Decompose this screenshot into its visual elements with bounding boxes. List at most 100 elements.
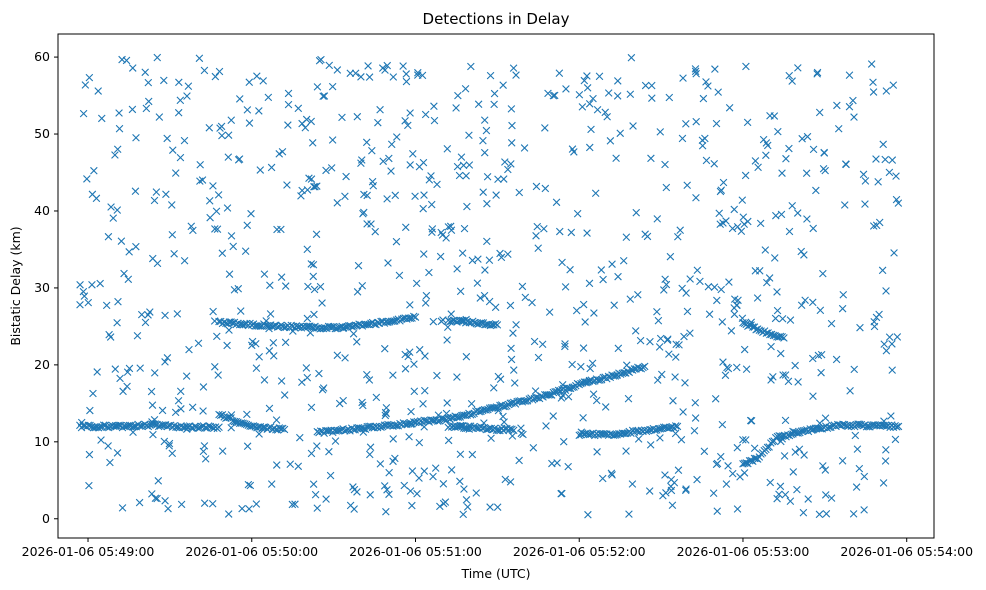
detection-point	[486, 71, 495, 80]
detection-point	[442, 234, 450, 242]
detection-point	[358, 281, 367, 290]
detection-point	[532, 182, 541, 191]
detection-point	[158, 421, 166, 429]
detection-point	[281, 338, 290, 347]
plot-points	[76, 53, 903, 519]
detection-point	[881, 155, 889, 164]
detection-point	[564, 462, 572, 471]
detection-point	[443, 336, 451, 344]
detection-point	[834, 124, 843, 133]
detection-point	[212, 207, 221, 216]
detection-point	[243, 410, 251, 419]
detection-point	[362, 320, 370, 329]
detection-point	[266, 281, 274, 290]
detection-point	[215, 423, 223, 431]
detection-point	[135, 498, 144, 507]
detection-point	[322, 495, 330, 503]
detection-point	[671, 422, 680, 430]
detection-point	[284, 100, 293, 109]
detection-point	[316, 282, 325, 291]
detection-point	[575, 90, 584, 99]
detection-point	[512, 320, 520, 329]
detection-point	[109, 214, 118, 222]
detection-point	[123, 368, 132, 376]
detection-point	[457, 153, 466, 161]
detection-point	[176, 96, 185, 105]
detection-point	[712, 119, 721, 128]
detection-point	[461, 424, 470, 433]
detection-point	[596, 376, 604, 384]
detection-point	[225, 270, 234, 278]
detection-point	[410, 387, 419, 396]
detection-point	[320, 92, 329, 100]
detection-point	[182, 372, 191, 380]
detection-point	[377, 423, 385, 432]
detection-point	[770, 112, 779, 120]
detection-point	[318, 299, 326, 307]
detection-point	[376, 105, 384, 114]
detection-point	[794, 378, 802, 386]
detection-point	[352, 338, 361, 346]
detection-point	[158, 406, 167, 415]
detection-point	[595, 72, 604, 81]
detection-point	[301, 123, 310, 132]
detection-point	[408, 467, 417, 475]
detection-point	[322, 166, 330, 175]
detection-point	[851, 431, 860, 440]
detection-point	[459, 510, 468, 519]
detection-point	[248, 337, 257, 346]
detection-point	[303, 186, 312, 194]
y-axis: 0 10 20 30 40 50 60	[34, 49, 58, 526]
detection-point	[436, 502, 444, 511]
detection-point	[480, 116, 489, 124]
y-tick-label: 30	[34, 280, 50, 295]
detection-point	[493, 503, 502, 511]
detection-point	[84, 298, 93, 307]
detection-point	[888, 156, 897, 164]
detection-point	[365, 73, 374, 81]
detection-point	[579, 300, 588, 309]
detection-point	[515, 188, 524, 197]
detection-point	[401, 116, 409, 125]
detection-point	[653, 215, 662, 223]
y-tick-label: 10	[34, 434, 50, 449]
detection-point	[696, 277, 704, 286]
detection-point	[255, 430, 263, 438]
detection-point	[665, 350, 673, 358]
detection-point	[255, 353, 263, 361]
detection-point	[189, 226, 197, 235]
detection-point	[415, 345, 424, 354]
detection-point	[327, 164, 336, 172]
detection-point	[780, 334, 788, 342]
detection-point	[124, 275, 133, 284]
detection-point	[459, 424, 468, 432]
detection-point	[427, 172, 435, 180]
detection-point	[218, 447, 227, 455]
detection-point	[313, 83, 322, 91]
chart-title: Detections in Delay	[423, 10, 570, 28]
detection-point	[384, 259, 392, 267]
detection-point	[420, 467, 429, 475]
detection-point	[472, 489, 481, 497]
detection-point	[583, 229, 591, 237]
detection-point	[307, 260, 316, 268]
detection-point	[614, 272, 622, 281]
detection-point	[252, 364, 261, 372]
detection-point	[619, 256, 628, 265]
detection-point	[447, 466, 456, 474]
detection-point	[161, 358, 169, 366]
detection-point	[224, 510, 233, 518]
detection-point	[415, 438, 424, 447]
detection-point	[331, 437, 340, 445]
detection-point	[540, 224, 548, 233]
detection-point	[111, 151, 119, 159]
detection-point	[781, 490, 790, 499]
detection-point	[608, 471, 616, 479]
detection-point	[719, 178, 728, 187]
detection-point	[667, 486, 676, 495]
detection-point	[653, 376, 662, 384]
detection-point	[122, 56, 131, 65]
detection-point	[779, 371, 787, 379]
detection-point	[85, 450, 94, 459]
detection-point	[281, 282, 290, 290]
